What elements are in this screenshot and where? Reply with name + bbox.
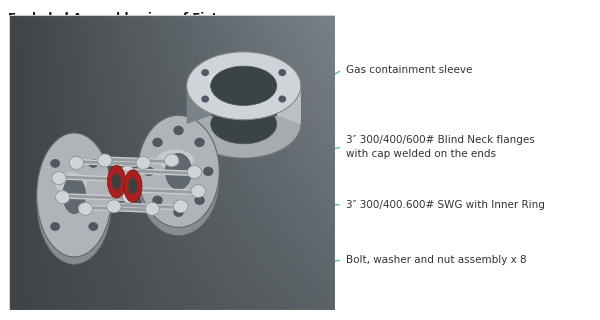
Circle shape [173, 126, 184, 135]
Ellipse shape [37, 140, 112, 264]
Ellipse shape [63, 176, 85, 213]
Ellipse shape [211, 104, 277, 144]
Circle shape [191, 185, 205, 198]
Circle shape [69, 156, 83, 169]
Text: 3″ 300/400.600# SWG with Inner Ring: 3″ 300/400.600# SWG with Inner Ring [346, 200, 545, 210]
Ellipse shape [128, 178, 137, 194]
Circle shape [173, 200, 188, 213]
Polygon shape [277, 77, 301, 124]
Circle shape [122, 191, 137, 204]
Circle shape [119, 172, 133, 185]
Circle shape [56, 191, 70, 204]
Ellipse shape [209, 70, 266, 90]
Ellipse shape [37, 133, 112, 257]
Text: 3″ 300/400/600# Blind Neck flanges
with cap welded on the ends: 3″ 300/400/600# Blind Neck flanges with … [346, 135, 535, 159]
Ellipse shape [157, 150, 194, 169]
Polygon shape [187, 77, 211, 124]
Circle shape [88, 222, 98, 231]
Circle shape [136, 156, 151, 169]
Circle shape [98, 154, 112, 167]
Circle shape [121, 165, 135, 179]
Circle shape [203, 167, 214, 176]
Polygon shape [187, 86, 301, 124]
Circle shape [164, 154, 179, 167]
Circle shape [173, 208, 184, 217]
Circle shape [152, 196, 163, 205]
Circle shape [52, 172, 66, 185]
Circle shape [124, 185, 139, 198]
Circle shape [201, 69, 209, 76]
Ellipse shape [138, 124, 219, 236]
Circle shape [143, 167, 154, 176]
Circle shape [152, 138, 163, 147]
Circle shape [50, 222, 60, 231]
Circle shape [278, 95, 286, 103]
Ellipse shape [211, 66, 277, 106]
Text: Exploded Assembly view of Fixture: Exploded Assembly view of Fixture [8, 12, 239, 25]
Ellipse shape [166, 153, 191, 189]
Circle shape [201, 95, 209, 103]
Polygon shape [211, 77, 277, 116]
Circle shape [194, 138, 205, 147]
Circle shape [88, 159, 98, 168]
Text: Bolt, washer and nut assembly x 8: Bolt, washer and nut assembly x 8 [346, 255, 527, 265]
Ellipse shape [124, 170, 142, 202]
Ellipse shape [107, 165, 126, 198]
Circle shape [78, 202, 92, 215]
Circle shape [107, 200, 121, 213]
Ellipse shape [187, 52, 301, 120]
Ellipse shape [187, 90, 301, 158]
Ellipse shape [138, 115, 219, 228]
Circle shape [50, 159, 60, 168]
Circle shape [278, 69, 286, 76]
Ellipse shape [112, 173, 121, 190]
Text: Gas containment sleeve: Gas containment sleeve [346, 65, 472, 75]
Polygon shape [138, 171, 139, 188]
Circle shape [187, 165, 202, 179]
Polygon shape [85, 161, 170, 204]
Circle shape [194, 196, 205, 205]
Circle shape [145, 202, 160, 215]
Ellipse shape [55, 172, 87, 194]
